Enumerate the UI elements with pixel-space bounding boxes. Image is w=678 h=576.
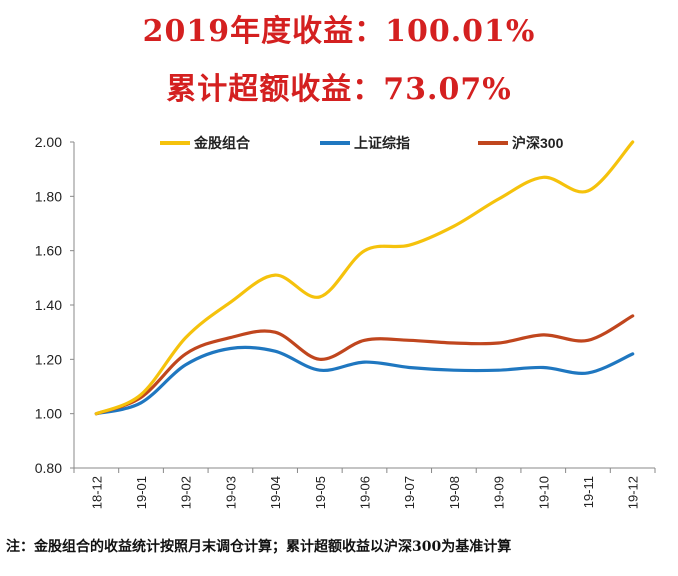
x-tick-label: 19-03 <box>223 476 238 509</box>
y-tick-label: 0.80 <box>35 460 62 476</box>
x-tick-label: 19-12 <box>626 476 641 509</box>
x-tick-label: 19-08 <box>447 476 462 509</box>
series-line-0 <box>94 140 635 416</box>
y-tick-label: 1.40 <box>35 297 62 313</box>
y-tick-label: 1.20 <box>35 351 62 367</box>
x-tick-label: 19-11 <box>581 476 596 508</box>
x-tick-label: 19-09 <box>492 476 507 509</box>
x-tick-label: 19-10 <box>536 476 551 509</box>
y-tick-label: 1.80 <box>35 188 62 204</box>
x-tick-label: 19-07 <box>402 476 417 509</box>
series-line-1 <box>94 345 635 416</box>
y-tick-label: 1.00 <box>35 406 62 422</box>
x-tick-label: 19-02 <box>179 476 194 509</box>
headline-excess-return: 累计超额收益：73.07% <box>166 72 512 107</box>
x-tick-label: 19-01 <box>134 476 149 509</box>
headline-annual-return: 2019年度收益：100.01% <box>142 14 536 49</box>
x-tick-label: 19-06 <box>358 476 373 509</box>
legend-label-0: 金股组合 <box>193 135 251 151</box>
x-tick-label: 19-05 <box>313 476 328 509</box>
x-tick-label: 18-12 <box>89 476 104 509</box>
y-tick-label: 2.00 <box>35 134 62 150</box>
y-tick-label: 1.60 <box>35 243 62 259</box>
footnote: 注：金股组合的收益统计按照月末调仓计算；累计超额收益以沪深300为基准计算 <box>6 539 512 555</box>
series-line-2 <box>94 314 635 416</box>
legend-label-1: 上证综指 <box>354 135 410 151</box>
x-tick-label: 19-04 <box>268 476 283 509</box>
legend-label-2: 沪深300 <box>512 135 564 151</box>
